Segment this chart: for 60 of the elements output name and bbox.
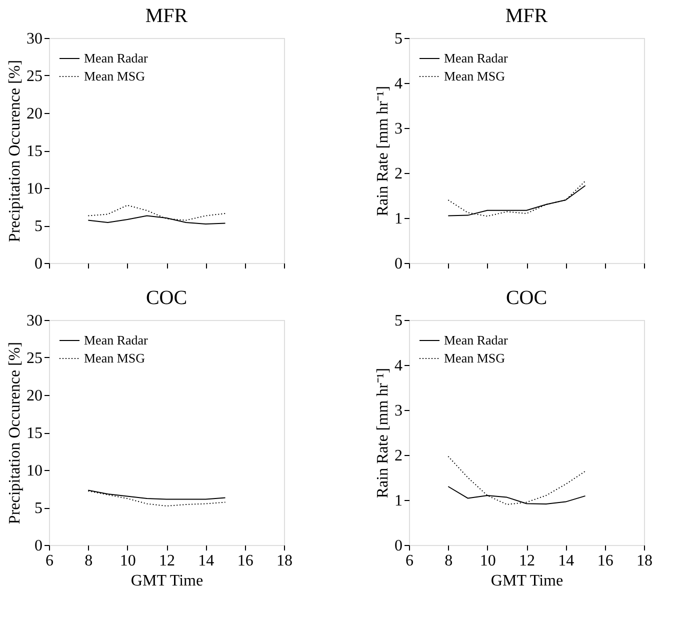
y-axis-title: Rain Rate [mm hr⁻¹] [374,368,392,498]
x-tick-label: 14 [198,552,214,570]
y-tick-label: 0 [394,538,402,554]
x-axis-title: GMT Time [130,572,204,590]
legend-label: Mean Radar [444,332,509,348]
y-axis-title: Precipitation Occurence [%] [6,60,24,242]
y-tick-label: 1 [394,210,402,228]
x-tick-label: 8 [84,552,93,570]
y-tick-label: 3 [394,120,402,138]
x-tick-label: 18 [276,552,292,570]
x-tick-label: 6 [46,552,54,570]
x-tick-label: 14 [558,552,574,570]
y-tick-label: 2 [394,448,402,464]
y-tick-label: 15 [26,425,42,442]
y-tick-label: 5 [394,30,402,48]
y-tick-label: 5 [34,218,42,235]
y-tick-label: 1 [394,492,402,510]
y-tick-label: 30 [26,312,42,330]
x-tick-label: 10 [120,552,136,570]
line-series [88,204,226,221]
y-tick-label: 2 [394,166,402,182]
y-tick-label: 30 [26,30,42,48]
y-tick-label: 25 [26,350,42,367]
y-tick-label: 20 [26,106,42,122]
x-tick-label: 8 [444,552,453,570]
x-tick-label: 6 [406,552,414,570]
y-tick-label: 3 [394,402,402,420]
y-tick-label: 0 [34,538,42,554]
y-tick-label: 5 [34,500,42,517]
legend-label: Mean Radar [84,50,149,66]
y-tick-label: 10 [26,462,42,480]
y-tick-label: 0 [34,256,42,272]
y-tick-label: 20 [26,388,42,404]
y-tick-label: 10 [26,180,42,198]
chart-title: MFR [505,5,548,27]
legend-label: Mean Radar [444,50,509,66]
y-tick-label: 5 [394,312,402,330]
legend-label: Mean MSG [84,68,146,84]
chart-title: COC [146,287,188,309]
y-tick-label: 4 [394,76,402,92]
legend-label: Mean MSG [444,350,506,366]
chart-title: MFR [145,5,188,27]
x-tick-label: 10 [480,552,496,570]
x-tick-label: 16 [237,552,254,570]
legend-label: Mean Radar [84,332,149,348]
y-tick-label: 15 [26,143,42,160]
x-tick-label: 18 [636,552,652,570]
y-tick-label: 25 [26,68,42,85]
x-tick-label: 12 [159,552,175,570]
line-series [448,456,586,505]
y-tick-label: 4 [394,358,402,374]
y-axis-title: Precipitation Occurence [%] [6,342,24,524]
x-tick-label: 16 [597,552,614,570]
y-axis-title: Rain Rate [mm hr⁻¹] [374,86,392,216]
x-axis-title: GMT Time [490,572,564,590]
y-tick-label: 0 [394,256,402,272]
legend-label: Mean MSG [84,350,146,366]
legend-label: Mean MSG [444,68,506,84]
chart-title: COC [506,287,548,309]
x-tick-label: 12 [519,552,535,570]
